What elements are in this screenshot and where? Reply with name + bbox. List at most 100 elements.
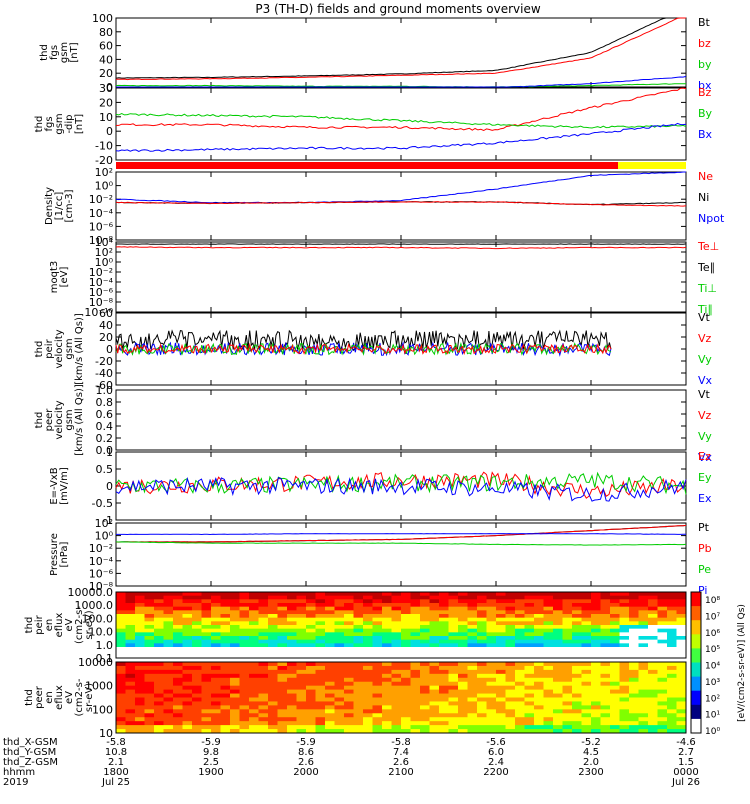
spectrogram-cell [306,666,316,670]
spectrogram-cell [192,647,202,651]
spectrogram-cell [591,614,601,618]
spectrogram-cell [658,610,668,614]
spectrogram-cell [297,592,307,596]
spectrogram-cell [145,640,155,644]
spectrogram-cell [154,636,164,640]
spectrogram-cell [287,614,297,618]
spectrogram-cell [401,592,411,596]
legend-entry: Pe [698,563,711,576]
spectrogram-cell [240,607,250,611]
spectrogram-cell [145,614,155,618]
spectrogram-cell [610,705,620,709]
spectrogram-cell [173,694,183,698]
series-bz [116,18,686,80]
spectrogram-cell [629,678,639,682]
spectrogram-cell [202,686,212,690]
spectrogram-cell [202,651,212,655]
spectrogram-cell [268,709,278,713]
spectrogram-cell [515,674,525,678]
spectrogram-cell [582,678,592,682]
panel-frame [116,523,686,586]
spectrogram-cell [116,599,126,603]
spectrogram-cell [525,713,535,717]
spectrogram-cell [601,610,611,614]
spectrogram-cell [249,640,259,644]
spectrogram-cell [249,701,259,705]
spectrogram-cell [259,621,269,625]
spectrogram-cell [553,643,563,647]
time-axis-value: 1900 [198,767,223,778]
spectrogram-cell [639,599,649,603]
spectrogram-cell [363,614,373,618]
spectrogram-cell [506,629,516,633]
spectrogram-cell [401,640,411,644]
spectrogram-cell [629,690,639,694]
spectrogram-cell [278,632,288,636]
spectrogram-cell [126,640,136,644]
spectrogram-cell [145,709,155,713]
spectrogram-cell [278,592,288,596]
spectrogram-cell [335,610,345,614]
spectrogram-cell [601,643,611,647]
spectrogram-cell [392,682,402,686]
spectrogram-cell [316,643,326,647]
spectrogram-cell [534,690,544,694]
spectrogram-cell [677,701,687,705]
spectrogram-cell [468,674,478,678]
series-Bt [116,18,686,78]
spectrogram-cell [648,640,658,644]
spectrogram-cell [563,651,573,655]
spectrogram-cell [202,717,212,721]
spectrogram-cell [582,640,592,644]
spectrogram-cell [164,670,174,674]
spectrogram-cell [572,640,582,644]
spectrogram-cell [392,640,402,644]
spectrogram-cell [629,629,639,633]
spectrogram-cell [582,666,592,670]
spectrogram-cell [629,713,639,717]
spectrogram-cell [487,640,497,644]
spectrogram-cell [382,603,392,607]
spectrogram-cell [249,717,259,721]
spectrogram-cell [667,643,677,647]
spectrogram-cell [382,717,392,721]
spectrogram-cell [211,725,221,729]
spectrogram-cell [287,701,297,705]
spectrogram-cell [572,625,582,629]
spectrogram-cell [639,662,649,666]
spectrogram-cell [458,592,468,596]
spectrogram-cell [287,640,297,644]
spectrogram-cell [373,614,383,618]
spectrogram-cell [496,678,506,682]
spectrogram-cell [202,682,212,686]
spectrogram-cell [487,713,497,717]
spectrogram-cell [363,599,373,603]
spectrogram-cell [249,678,259,682]
spectrogram-cell [534,686,544,690]
spectrogram-cell [211,636,221,640]
spectrogram-cell [287,666,297,670]
spectrogram-cell [363,678,373,682]
spectrogram-cell [259,721,269,725]
spectrogram-cell [544,713,554,717]
colorbar-tick-label: 10² [705,694,720,704]
spectrogram-cell [553,725,563,729]
spectrogram-cell [363,694,373,698]
spectrogram-cell [297,603,307,607]
spectrogram-cell [563,643,573,647]
spectrogram-cell [316,701,326,705]
spectrogram-cell [563,596,573,600]
spectrogram-cell [572,721,582,725]
spectrogram-cell [183,614,193,618]
spectrogram-cell [316,690,326,694]
spectrogram-cell [677,651,687,655]
spectrogram-cell [553,709,563,713]
status-bar-yellow [618,162,686,169]
spectrogram-cell [259,592,269,596]
spectrogram-cell [430,709,440,713]
spectrogram-cell [392,599,402,603]
spectrogram-cell [230,640,240,644]
spectrogram-cell [620,603,630,607]
spectrogram-cell [221,713,231,717]
spectrogram-cell [487,632,497,636]
